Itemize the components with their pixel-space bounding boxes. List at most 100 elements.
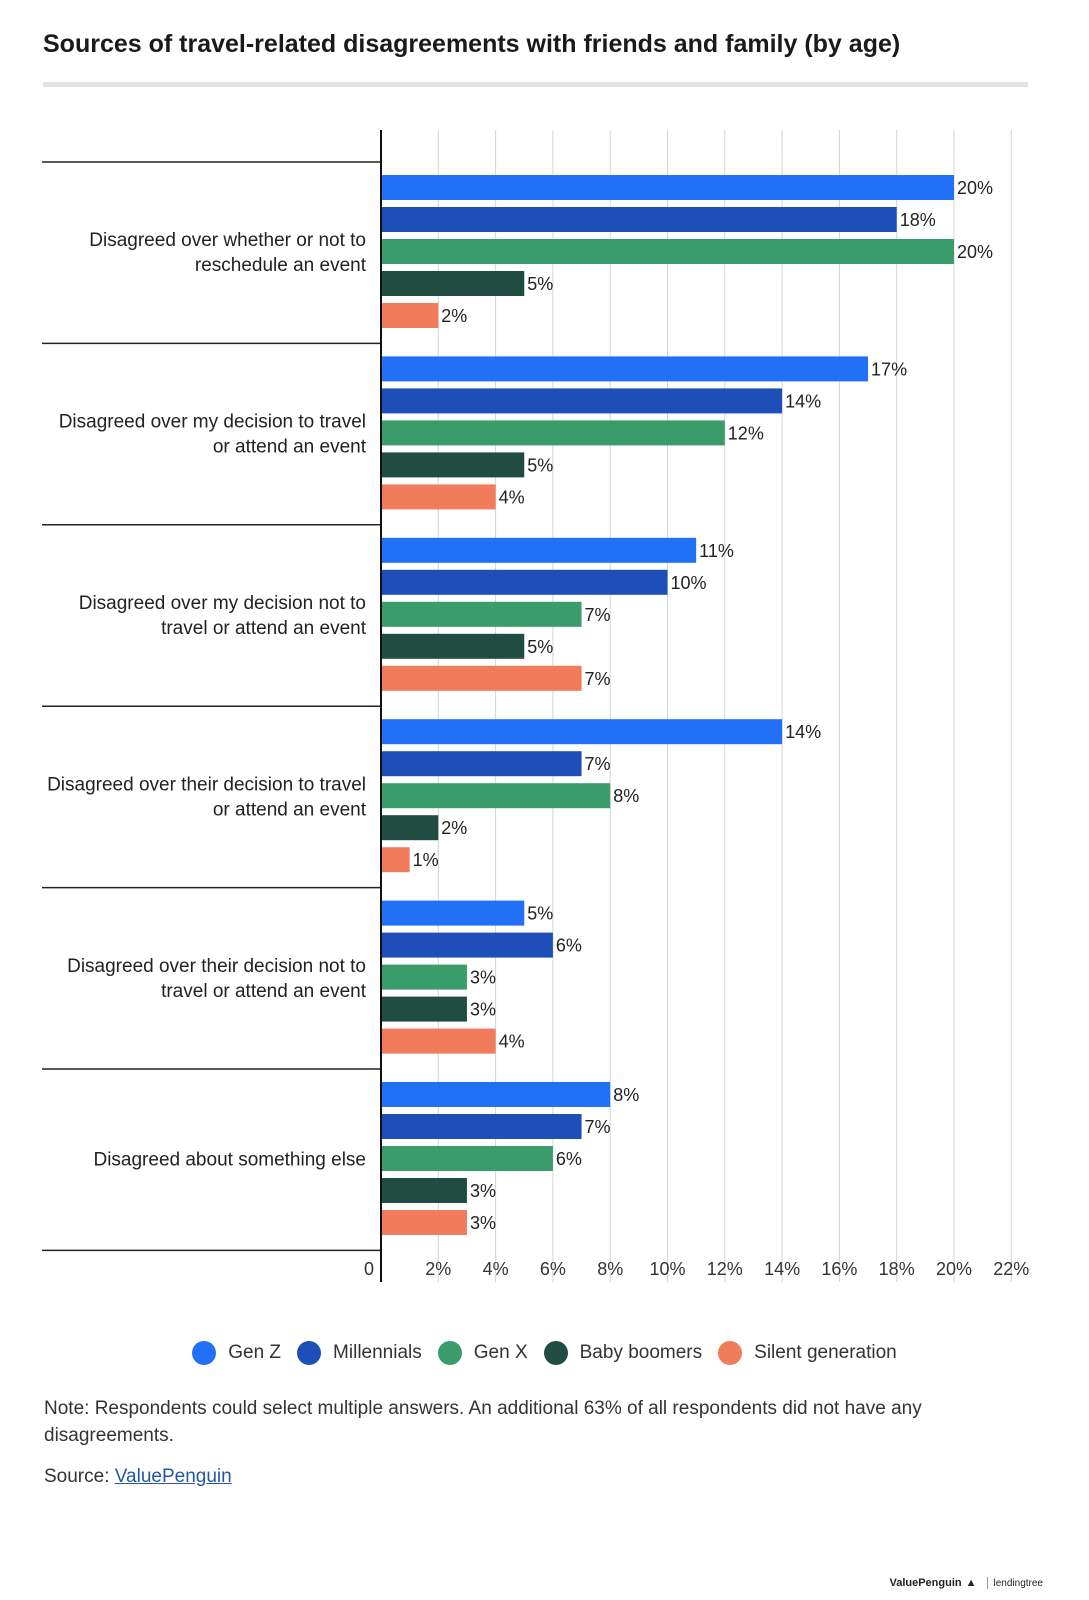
legend-swatch-icon	[543, 1341, 568, 1365]
bar-value-label: 3%	[470, 1181, 496, 1201]
category-label: or attend an event	[213, 799, 367, 820]
bar	[381, 239, 954, 264]
bar-value-label: 5%	[527, 904, 553, 924]
bar-value-label: 2%	[441, 306, 467, 326]
x-tick-label: 4%	[483, 1259, 509, 1279]
bar-value-label: 11%	[699, 541, 734, 561]
bar	[381, 719, 783, 745]
bar-value-label: 3%	[470, 1000, 496, 1020]
title-divider	[43, 82, 1028, 87]
source-line: Source: ValuePenguin	[44, 1466, 232, 1488]
legend-label: Millennials	[333, 1342, 422, 1363]
legend-swatch-icon	[297, 1341, 322, 1365]
bar	[381, 175, 954, 200]
x-tick-label: 2%	[425, 1259, 451, 1279]
brand-separator	[986, 1577, 988, 1589]
category-label: travel or attend an event	[161, 981, 367, 1002]
bar	[381, 420, 725, 446]
bar	[381, 900, 525, 926]
bar-value-label: 20%	[957, 242, 993, 262]
bar	[381, 783, 611, 809]
source-link[interactable]: ValuePenguin	[114, 1466, 232, 1487]
bar-value-label: 14%	[785, 722, 821, 742]
x-tick-label: 22%	[993, 1259, 1029, 1279]
legend-item: Gen X	[437, 1341, 528, 1365]
bar	[381, 1210, 467, 1235]
bar-value-label: 5%	[527, 455, 553, 475]
bar-value-label: 7%	[585, 1117, 611, 1137]
bar	[381, 1028, 496, 1054]
bar-value-label: 5%	[527, 274, 553, 294]
valuepenguin-logo: ValuePenguin	[889, 1577, 962, 1589]
bar-value-label: 18%	[900, 210, 936, 230]
x-tick-label: 6%	[540, 1259, 566, 1279]
bar	[381, 996, 467, 1022]
chart-legend: Gen Z Millennials Gen X Baby boomers Silent …	[0, 1341, 1089, 1365]
x-tick-label: 16%	[821, 1259, 857, 1279]
x-tick-label: 8%	[597, 1259, 623, 1279]
bar	[381, 207, 897, 232]
x-tick-label: 20%	[936, 1259, 972, 1279]
bar	[381, 271, 525, 296]
bar	[381, 964, 467, 990]
legend-item: Silent generation	[718, 1341, 897, 1365]
bar-value-label: 1%	[413, 850, 439, 870]
legend-item: Millennials	[297, 1341, 422, 1365]
bar-value-label: 3%	[470, 968, 496, 988]
bar-value-label: 14%	[785, 391, 821, 411]
category-label: Disagreed over my decision not to	[79, 593, 366, 614]
bar	[381, 484, 496, 510]
bar	[381, 356, 869, 382]
branding-footer: ValuePenguin ▲ lendingtree	[889, 1577, 1043, 1589]
bar	[381, 1146, 553, 1171]
bar-value-label: 5%	[527, 637, 553, 657]
category-label: Disagreed over their decision to travel	[47, 774, 366, 795]
bar	[381, 303, 439, 328]
legend-label: Gen X	[473, 1342, 528, 1363]
category-label: Disagreed over whether or not to	[89, 230, 366, 251]
bar	[381, 633, 525, 659]
bar-chart: 0 2% 4% 6% 8% 10% 12% 14% 16% 18% 20% 22% 20% 18% 20% 5…	[42, 130, 1029, 1282]
bar-value-label: 7%	[585, 605, 611, 625]
legend-swatch-icon	[437, 1341, 462, 1365]
x-tick-label: 18%	[879, 1259, 915, 1279]
bar-value-label: 4%	[499, 487, 525, 507]
bar-value-label: 20%	[957, 178, 993, 198]
bar	[381, 847, 410, 873]
lendingtree-logo: lendingtree	[993, 1577, 1043, 1589]
bar	[381, 1082, 611, 1107]
bar	[381, 388, 783, 414]
legend-swatch-icon	[192, 1341, 217, 1365]
x-tick-label: 14%	[764, 1259, 800, 1279]
legend-label: Silent generation	[754, 1342, 897, 1363]
bar	[381, 665, 582, 691]
legend-label: Baby boomers	[579, 1342, 703, 1363]
category-label: or attend an event	[213, 437, 367, 458]
legend-swatch-icon	[718, 1341, 743, 1365]
bar-value-label: 7%	[585, 669, 611, 689]
category-label: travel or attend an event	[161, 618, 367, 639]
legend-item: Gen Z	[192, 1341, 281, 1365]
chart-note: Note: Respondents could select multiple …	[44, 1398, 922, 1446]
penguin-icon: ▲	[965, 1577, 977, 1589]
category-label: Disagreed about something else	[93, 1150, 366, 1171]
bar-value-label: 10%	[671, 573, 707, 593]
bar	[381, 751, 582, 777]
bar-value-label: 7%	[585, 754, 611, 774]
bar-value-label: 12%	[728, 423, 764, 443]
bar-value-label: 6%	[556, 1149, 582, 1169]
category-label: Disagreed over their decision not to	[67, 956, 366, 977]
x-tick-label: 12%	[707, 1259, 743, 1279]
bar	[381, 932, 553, 958]
legend-item: Baby boomers	[543, 1341, 703, 1365]
x-tick-label: 0	[364, 1259, 374, 1279]
legend-label: Gen Z	[228, 1342, 282, 1363]
bar-value-label: 8%	[613, 1085, 639, 1105]
category-label: Disagreed over my decision to travel	[59, 412, 366, 433]
bar-value-label: 17%	[871, 359, 907, 379]
bar	[381, 537, 697, 563]
x-tick-label: 10%	[649, 1259, 685, 1279]
source-prefix: Source:	[44, 1466, 110, 1487]
category-label: reschedule an event	[195, 255, 367, 276]
bar-value-label: 2%	[441, 818, 467, 838]
